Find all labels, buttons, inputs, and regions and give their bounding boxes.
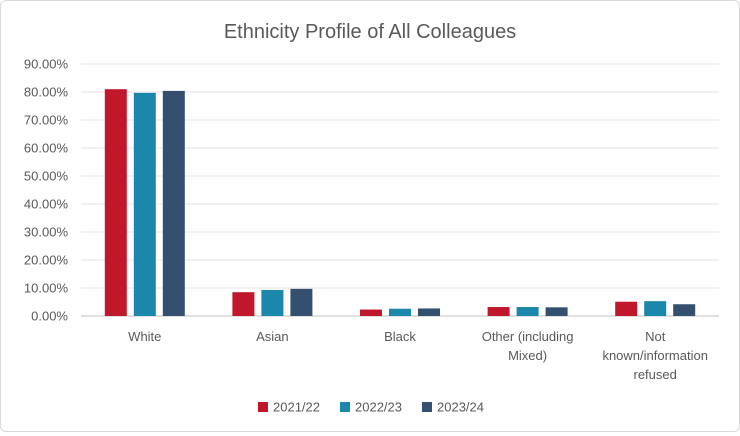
y-tick-label: 30.00% bbox=[24, 225, 69, 240]
x-tick-label: Other (including Mixed) bbox=[482, 329, 574, 363]
x-axis: White Asian Black Other (including Mixed) Not… bbox=[128, 329, 708, 382]
bar bbox=[290, 288, 313, 316]
legend-label: 2023/24 bbox=[437, 400, 484, 415]
y-tick-label: 70.00% bbox=[24, 113, 69, 128]
bar bbox=[615, 301, 638, 316]
bar bbox=[133, 92, 156, 316]
y-axis: 0.00% 10.00% 20.00% 30.00% 40.00% 50.00% 60.00… bbox=[24, 57, 69, 324]
gridlines bbox=[81, 63, 719, 317]
bar bbox=[418, 308, 440, 316]
chart-title: Ethnicity Profile of All Colleagues bbox=[224, 21, 516, 43]
bar bbox=[545, 307, 568, 316]
bar bbox=[673, 304, 696, 316]
y-tick-label: 80.00% bbox=[24, 85, 69, 100]
bar bbox=[261, 289, 284, 316]
x-tick-label: Not known/information refused bbox=[602, 329, 708, 382]
y-tick-label: 50.00% bbox=[24, 169, 69, 184]
y-tick-label: 20.00% bbox=[24, 253, 69, 268]
legend-swatch bbox=[422, 402, 432, 412]
y-tick-label: 40.00% bbox=[24, 197, 69, 212]
bars bbox=[104, 89, 696, 316]
bar bbox=[232, 292, 255, 316]
legend-swatch bbox=[258, 402, 268, 412]
y-tick-label: 0.00% bbox=[31, 309, 68, 324]
x-tick-label: White bbox=[128, 329, 161, 344]
x-tick-label: Black bbox=[384, 329, 416, 344]
bar bbox=[162, 90, 185, 316]
y-tick-label: 60.00% bbox=[24, 141, 69, 156]
x-tick-label: Asian bbox=[256, 329, 289, 344]
bar bbox=[487, 307, 510, 316]
bar bbox=[360, 309, 382, 316]
bar bbox=[389, 308, 411, 316]
y-tick-label: 90.00% bbox=[24, 57, 69, 72]
legend-label: 2022/23 bbox=[355, 400, 402, 415]
bar bbox=[104, 89, 127, 316]
legend: 2021/22 2022/23 2023/24 bbox=[258, 400, 484, 415]
legend-swatch bbox=[340, 402, 350, 412]
legend-label: 2021/22 bbox=[273, 400, 320, 415]
bar bbox=[516, 307, 539, 316]
y-tick-label: 10.00% bbox=[24, 281, 69, 296]
bar bbox=[644, 301, 667, 316]
